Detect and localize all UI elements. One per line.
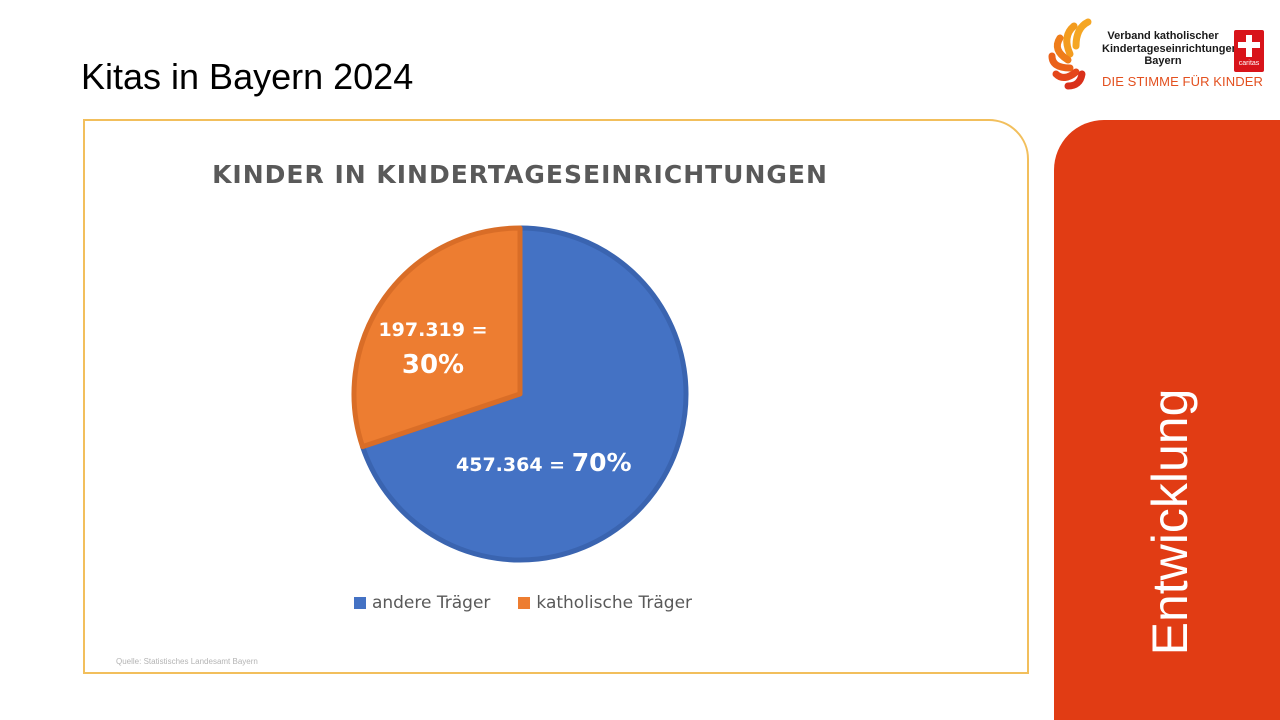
data-label-andere: 457.364 = 70% (456, 448, 632, 477)
legend-swatch-katholisch (518, 597, 531, 609)
legend-item-andere: andere Träger (353, 593, 491, 613)
pie-slice-andere-traeger (360, 225, 689, 563)
logo-sunburst-icon (1048, 18, 1092, 90)
chart-legend: andere Träger katholische Träger (0, 593, 1046, 613)
pie-slice-katholische-traeger (351, 225, 523, 450)
legend-item-katholisch: katholische Träger (518, 593, 692, 613)
data-label-andere-percent: 70% (571, 448, 632, 477)
caritas-cross-icon: caritas (1234, 30, 1264, 72)
logo-slogan: DIE STIMME FÜR KINDER (1102, 74, 1263, 89)
logo: Verband katholischer Kindertageseinricht… (1046, 16, 1270, 92)
side-label: Entwicklung (1142, 388, 1198, 656)
legend-label-katholisch: katholische Träger (536, 593, 693, 613)
source-note: Quelle: Statistisches Landesamt Bayern (116, 657, 258, 666)
chart-title: KINDER IN KINDERTAGESEINRICHTUNGEN (212, 160, 828, 189)
side-panel (1054, 120, 1280, 720)
logo-text: Verband katholischer Kindertageseinricht… (1102, 30, 1239, 67)
pie-chart (351, 225, 689, 563)
data-label-andere-value: 457.364 = (456, 454, 566, 476)
legend-label-andere: andere Träger (371, 593, 491, 613)
data-label-katholisch-percent: 30% (401, 350, 465, 380)
chart-frame (83, 119, 1029, 674)
legend-swatch-andere (353, 597, 366, 609)
data-label-katholisch-value: 197.319 = (378, 319, 488, 341)
slide-title: Kitas in Bayern 2024 (81, 56, 414, 97)
